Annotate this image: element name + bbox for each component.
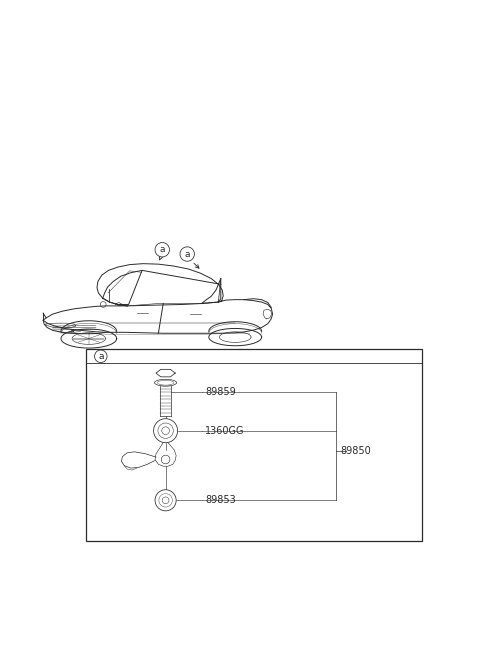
Circle shape [95, 350, 107, 362]
Text: a: a [98, 352, 104, 361]
Text: 89859: 89859 [205, 387, 236, 398]
Text: a: a [184, 250, 190, 259]
Circle shape [155, 242, 169, 257]
Circle shape [154, 419, 178, 443]
FancyBboxPatch shape [86, 349, 422, 541]
Circle shape [161, 455, 170, 464]
Circle shape [180, 247, 194, 261]
Text: a: a [159, 245, 165, 254]
Text: 1360GG: 1360GG [205, 426, 244, 436]
Ellipse shape [155, 379, 177, 386]
Circle shape [155, 490, 176, 511]
Text: 89850: 89850 [341, 446, 372, 457]
Text: 89853: 89853 [205, 495, 236, 505]
